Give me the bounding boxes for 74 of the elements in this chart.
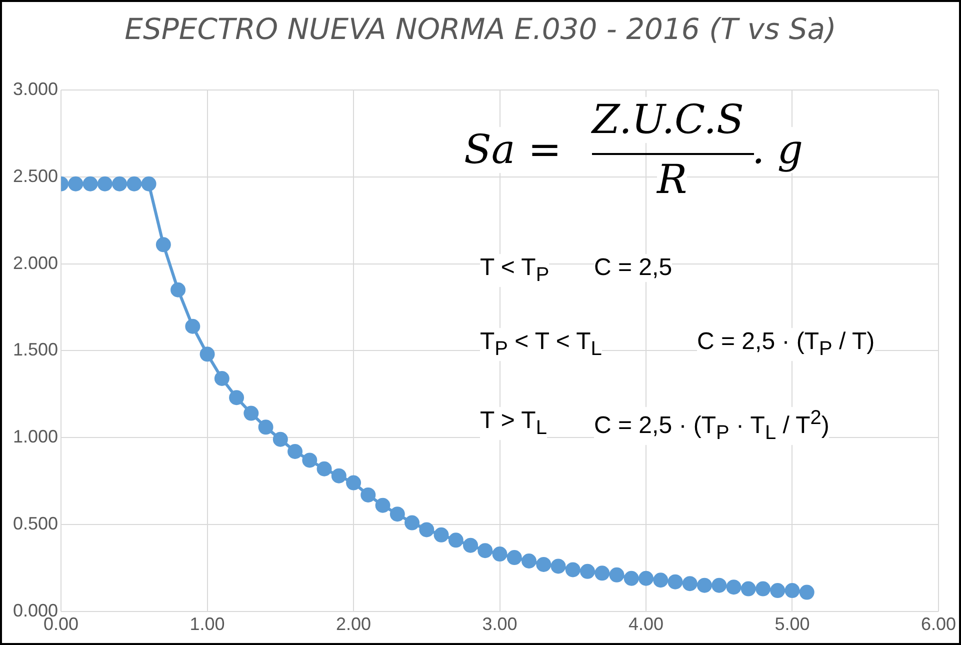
- annotation: C = 2,5: [594, 254, 672, 282]
- point: [68, 176, 84, 192]
- annotation: T < T$_{P}$: [480, 254, 550, 287]
- annotation: C = 2,5 · (T$_{P}$ / T): [697, 328, 875, 361]
- annotation: Sa =: [464, 127, 562, 173]
- point: [522, 554, 537, 568]
- x-tick-label: 3.00: [482, 614, 518, 634]
- point: [229, 390, 244, 406]
- point: [200, 346, 215, 362]
- point: [638, 570, 654, 586]
- point: [302, 452, 318, 468]
- point: [360, 487, 376, 502]
- y-tick-label: 3.000: [12, 78, 58, 99]
- point: [434, 527, 449, 542]
- y-tick-label: 2.500: [12, 166, 58, 186]
- point: [258, 420, 274, 435]
- point: [697, 578, 712, 593]
- y-tick-label: 1.000: [12, 426, 58, 447]
- point: [624, 570, 639, 586]
- point: [712, 578, 727, 593]
- point: [550, 558, 566, 574]
- point: [580, 564, 596, 579]
- point: [97, 176, 112, 192]
- point: [156, 237, 171, 252]
- x-tick-label: 5.00: [774, 614, 810, 634]
- x-tick-label: 2.00: [336, 614, 372, 634]
- annotation: C = 2,5 · (T$_{P}$ · T$_{L}$ / T$^{2}$): [594, 407, 830, 445]
- point: [214, 371, 230, 386]
- point: [668, 574, 683, 590]
- x-tick-label: 1.00: [190, 614, 225, 634]
- point: [346, 475, 362, 490]
- point: [594, 566, 610, 581]
- point: [390, 506, 405, 522]
- y-tick-label: 0.500: [12, 513, 58, 534]
- point: [185, 318, 200, 334]
- point: [448, 532, 464, 548]
- point: [419, 522, 434, 538]
- point: [799, 584, 814, 600]
- point: [126, 176, 142, 192]
- x-tick-label: 4.00: [628, 614, 664, 634]
- point: [536, 556, 552, 572]
- point: [682, 576, 698, 592]
- point: [784, 583, 800, 598]
- point: [755, 581, 770, 596]
- point: [609, 567, 624, 582]
- point: [331, 468, 346, 484]
- point: [112, 176, 128, 192]
- point: [565, 562, 580, 578]
- point: [375, 498, 390, 513]
- point: [463, 538, 478, 553]
- point: [506, 550, 522, 566]
- point: [770, 583, 786, 598]
- point: [316, 461, 332, 476]
- point: [244, 406, 259, 421]
- annotation: Z.U.C.S: [592, 97, 744, 143]
- y-tick-label: 2.000: [12, 252, 58, 273]
- annotation: T$_{P}$ < T < T$_{L}$: [480, 328, 602, 361]
- x-tick-label: 6.00: [920, 614, 956, 634]
- point: [82, 176, 98, 192]
- point: [170, 282, 186, 298]
- point: [272, 432, 288, 447]
- annotation: T > T$_{L}$: [480, 407, 547, 440]
- point: [141, 176, 156, 192]
- chart-title: ESPECTRO NUEVA NORMA E.030 - 2016 (T vs Sa): [124, 12, 838, 46]
- point: [288, 444, 303, 460]
- annotation: . g: [752, 127, 804, 173]
- point: [404, 515, 420, 530]
- y-tick-label: 1.500: [12, 340, 58, 360]
- annotation: R: [657, 157, 688, 203]
- point: [653, 572, 668, 588]
- point: [726, 580, 742, 595]
- point: [740, 581, 756, 596]
- point: [478, 543, 493, 558]
- point: [492, 546, 508, 562]
